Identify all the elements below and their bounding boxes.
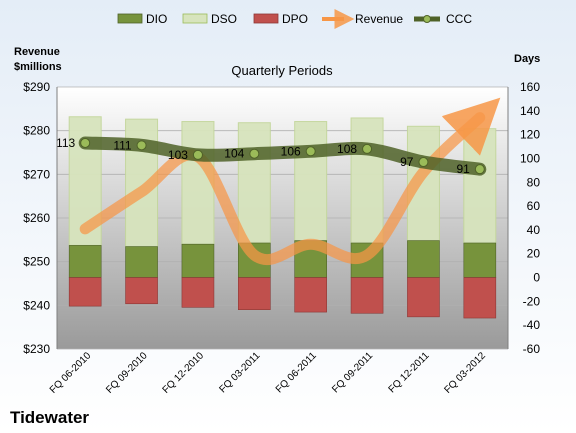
right-axis-tick-label: 160 xyxy=(520,80,540,94)
chart-subtitle: Quarterly Periods xyxy=(231,63,333,78)
left-axis-tick-label: $290 xyxy=(23,80,50,94)
dpo-bar xyxy=(407,277,440,318)
legend-label-dpo: DPO xyxy=(282,12,308,26)
dio-bar xyxy=(407,240,440,278)
left-axis-tick-label: $260 xyxy=(23,211,50,225)
left-axis-tick-label: $270 xyxy=(23,167,50,181)
left-axis-title-line1: Revenue xyxy=(14,46,60,58)
dio-bar xyxy=(68,245,102,278)
ccc-point xyxy=(249,148,260,159)
legend-label-dio: DIO xyxy=(146,12,167,26)
legend-label-revenue: Revenue xyxy=(355,12,403,26)
legend-ccc-marker xyxy=(423,15,431,23)
dpo-bar xyxy=(294,277,327,313)
legend-swatch-dpo xyxy=(253,13,279,24)
dio-bar xyxy=(125,246,158,278)
ccc-point xyxy=(136,140,147,151)
dpo-bar xyxy=(350,277,384,314)
category-label: FQ 06-2010 xyxy=(48,350,94,396)
left-axis-tick-label: $250 xyxy=(23,255,50,269)
legend-swatch-dio xyxy=(117,13,143,24)
category-label: FQ 03-2011 xyxy=(217,350,262,395)
right-axis-tick-label: 120 xyxy=(520,128,540,142)
ccc-data-label: 91 xyxy=(456,162,470,176)
legend: DIO DSO DPO Revenue CCC xyxy=(117,9,472,29)
legend-label-ccc: CCC xyxy=(446,12,472,26)
ccc-point xyxy=(418,157,429,168)
dso-bar xyxy=(237,122,271,244)
category-label: FQ 09-2011 xyxy=(330,350,375,395)
right-axis-tick-label: 20 xyxy=(527,247,541,261)
right-axis-tick-label: 60 xyxy=(527,199,541,213)
left-axis-title-line2: $millions xyxy=(14,61,62,73)
dso-bar xyxy=(463,128,497,244)
ccc-data-label: 104 xyxy=(224,147,244,161)
dpo-bar xyxy=(181,277,215,308)
dpo-bar xyxy=(238,277,271,310)
right-axis-tick-label: -60 xyxy=(523,342,541,356)
right-axis-tick-label: 80 xyxy=(527,175,541,189)
dso-bar xyxy=(181,121,215,245)
ccc-data-label: 111 xyxy=(113,138,132,152)
dio-bar xyxy=(181,243,215,278)
dpo-bar xyxy=(463,277,497,319)
right-axis-tick-label: 140 xyxy=(520,104,540,118)
left-axis-tick-label: $280 xyxy=(23,124,50,138)
dio-bar xyxy=(463,242,497,278)
right-axis-tick-label: -40 xyxy=(523,318,541,332)
revenue-line xyxy=(79,97,501,266)
category-label: FQ 12-2011 xyxy=(387,350,432,395)
revenue-series xyxy=(79,97,501,266)
dpo-bar xyxy=(125,277,158,305)
ccc-point xyxy=(80,137,91,148)
ccc-data-label: 106 xyxy=(281,144,301,158)
ccc-point xyxy=(305,146,316,157)
right-axis-tick-label: -20 xyxy=(523,294,541,308)
dso-bar xyxy=(406,125,440,242)
right-axis-tick-label: 0 xyxy=(533,271,540,285)
legend-swatch-dso xyxy=(182,13,208,24)
ccc-point xyxy=(474,164,485,175)
ccc-series: 113 111 103 104 106 108 97 91 xyxy=(56,136,487,176)
ccc-data-label: 97 xyxy=(400,155,414,169)
ccc-data-label: 113 xyxy=(56,136,75,150)
ccc-point xyxy=(192,149,203,160)
right-axis-title: Days xyxy=(514,53,540,65)
company-name: Tidewater xyxy=(10,408,89,427)
ccc-point xyxy=(362,143,373,154)
category-label: FQ 09-2010 xyxy=(104,350,150,396)
left-axis-tick-label: $240 xyxy=(23,298,50,312)
dso-bar xyxy=(294,121,328,242)
ccc-data-label: 103 xyxy=(168,148,188,162)
category-label: FQ 03-2012 xyxy=(442,350,488,396)
category-label: FQ 06-2011 xyxy=(274,350,319,395)
dpo-bar xyxy=(68,277,102,307)
right-axis-tick-label: 100 xyxy=(520,151,540,165)
left-axis-tick-label: $230 xyxy=(23,342,50,356)
right-axis-tick-label: 40 xyxy=(527,223,541,237)
category-label: FQ 12-2010 xyxy=(161,350,207,396)
ccc-data-label: 108 xyxy=(337,142,357,156)
dso-bar xyxy=(350,117,384,244)
legend-label-dso: DSO xyxy=(211,12,237,26)
